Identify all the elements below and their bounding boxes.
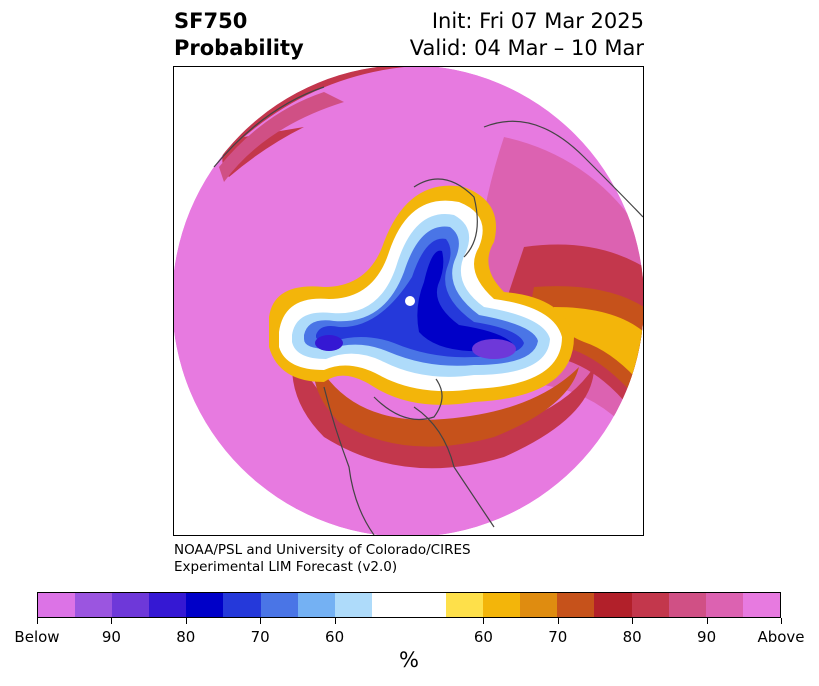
below-core-west [315,335,343,351]
colorbar-tick [260,618,262,624]
colorbar-units: % [399,648,419,672]
colorbar-tick [37,618,38,624]
credit-line-2: Experimental LIM Forecast (v2.0) [174,559,398,575]
colorbar-tick [185,618,187,624]
pole-marker [405,296,415,306]
credit-text: NOAA/PSL and University of Colorado/CIRE… [174,542,471,576]
colorbar-tick-label: 60 [473,628,493,646]
coast-west [323,386,375,535]
above-band-south [292,347,594,469]
colorbar-segment [38,593,76,617]
coast-hudson [373,378,443,421]
variable-label: SF750 [174,9,248,33]
colorbar-segment [705,593,743,617]
colorbar-tick-label: 90 [101,628,121,646]
below-core [417,250,514,352]
below-core-east [472,339,516,359]
colorbar-tick-label: 60 [325,628,345,646]
colorbar-segment [297,593,335,617]
colorbar-tick [483,618,485,624]
colorbar-segment [223,593,261,617]
colorbar-segment [149,593,187,617]
date-info: Init: Fri 07 Mar 2025 Valid: 04 Mar – 10… [410,8,644,62]
coast-arctic [413,178,478,258]
chart-title: SF750 Probability [174,8,304,62]
colorbar-segment [371,593,409,617]
colorbar-tick-label: Below [14,628,60,646]
colorbar-segment [446,593,484,617]
valid-range: Valid: 04 Mar – 10 Mar [409,36,644,60]
colorbar-segment [260,593,298,617]
colorbar-tick-label: 90 [697,628,717,646]
colorbar-tick [557,618,559,624]
colorbar-tick-label: 80 [622,628,642,646]
init-date: Init: Fri 07 Mar 2025 [431,9,644,33]
colorbar-segment [334,593,372,617]
colorbar-segment [594,593,632,617]
colorbar-segment [557,593,595,617]
colorbar-tick [334,618,336,624]
colorbar-segment [668,593,706,617]
above-band-south-inner [313,357,579,447]
colorbar-tick [781,618,782,624]
above-band-nw-outer [219,92,344,182]
coast-north [213,86,325,168]
colorbar-segment [520,593,558,617]
credit-line-1: NOAA/PSL and University of Colorado/CIRE… [174,542,471,558]
colorbar-tick [632,618,634,624]
colorbar-tick-label: 80 [176,628,196,646]
colorbar-segment [631,593,669,617]
colorbar-tick [111,618,113,624]
map-canvas [174,67,643,535]
coastlines [213,86,643,535]
colorbar-segment [75,593,113,617]
forecast-map [173,66,644,536]
colorbar [37,592,781,618]
colorbar-segment [112,593,150,617]
product-label: Probability [174,36,304,60]
colorbar-tick [706,618,708,624]
colorbar-segment [408,593,447,617]
coast-east [413,406,495,528]
coast-eurasia [483,120,643,218]
colorbar-tick-label: 70 [250,628,270,646]
colorbar-segment [742,593,780,617]
probability-field [174,67,643,535]
colorbar-segment [186,593,224,617]
above-band-east-yellow [554,307,643,387]
colorbar-tick-label: Above [757,628,805,646]
colorbar-segment [483,593,521,617]
colorbar-tick-label: 70 [548,628,568,646]
